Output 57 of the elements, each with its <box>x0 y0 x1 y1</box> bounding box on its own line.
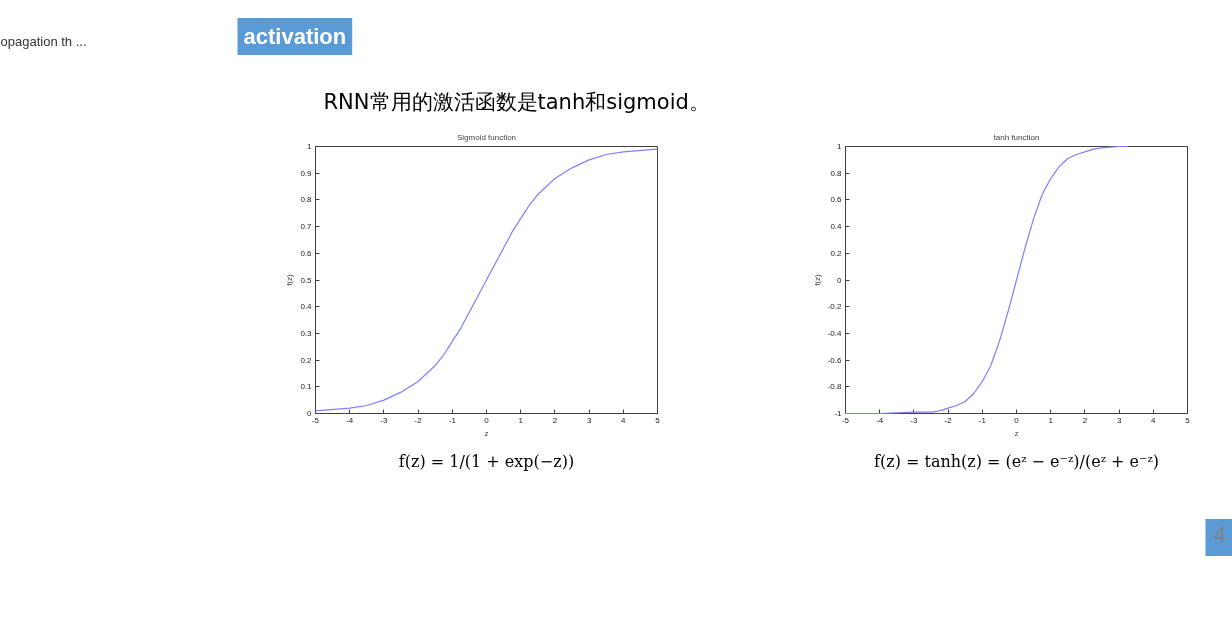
x-tick-label: -5 <box>311 415 320 425</box>
y-tick-label: 0.7 <box>300 222 313 232</box>
y-tick-label: -0.4 <box>827 328 843 338</box>
y-tick-label: 0.4 <box>300 302 313 312</box>
x-tick-label: -1 <box>978 415 987 425</box>
y-tick-label: 0.2 <box>300 355 313 365</box>
text: opagation th ... <box>0 34 87 49</box>
y-tick-label: -0.6 <box>827 355 843 365</box>
y-tick-label: 0.1 <box>300 382 313 392</box>
y-tick-label: 1 <box>307 142 313 151</box>
y-tick-label: 0.8 <box>830 168 843 178</box>
x-tick-label: 3 <box>1116 415 1122 425</box>
text: RNN常用的激活函数是tanh和sigmoid。 <box>323 89 710 114</box>
y-tick-label: 0.9 <box>300 168 313 178</box>
chart-title: tanh function <box>993 132 1040 142</box>
y-tick-label: 1 <box>837 142 843 151</box>
y-tick-label: 0.2 <box>830 248 843 258</box>
y-tick-label: -1 <box>834 409 843 418</box>
y-tick-label: -0.8 <box>827 382 843 392</box>
y-tick-label: 0.4 <box>830 222 843 232</box>
y-axis-title: f(z) <box>812 273 822 286</box>
text: f(z) = tanh(z) = (eᶻ − e⁻ᶻ)/(eᶻ + e⁻ᶻ) <box>874 451 1159 471</box>
x-tick-label: 4 <box>1151 415 1157 425</box>
chart-title: Sigmoid function <box>456 132 517 142</box>
x-tick-label: -4 <box>346 415 354 425</box>
x-tick-label: 2 <box>552 415 558 425</box>
x-tick-label: 0 <box>1014 415 1020 425</box>
y-axis-title: f(z) <box>285 273 295 286</box>
x-tick-label: 4 <box>621 415 627 425</box>
y-tick-label: 0.3 <box>300 328 313 338</box>
x-tick-label: 0 <box>484 415 490 425</box>
x-tick-label: 5 <box>655 415 661 425</box>
y-tick-label: 0.5 <box>300 275 313 285</box>
y-tick-label: 0.6 <box>300 248 313 258</box>
x-tick-label: -2 <box>414 415 423 425</box>
x-tick-label: -3 <box>910 415 919 425</box>
y-tick-label: 0.6 <box>830 195 843 205</box>
x-axis-title: z <box>1014 428 1019 438</box>
y-tick-label: -0.2 <box>827 302 843 312</box>
x-tick-label: 1 <box>1048 415 1054 425</box>
y-tick-label: 0 <box>837 275 843 285</box>
y-tick-label: 0 <box>307 409 313 418</box>
x-tick-label: -3 <box>380 415 389 425</box>
text: f(z) = 1/(1 + exp(−z)) <box>398 451 575 471</box>
text: 4 <box>1213 522 1226 547</box>
x-tick-label: 1 <box>518 415 524 425</box>
y-tick-label: 0.8 <box>300 195 313 205</box>
x-tick-label: -4 <box>876 415 884 425</box>
x-axis-title: z <box>484 428 489 438</box>
x-tick-label: -5 <box>841 415 850 425</box>
text: activation <box>243 24 347 49</box>
x-tick-label: 5 <box>1185 415 1191 425</box>
line-series <box>314 148 659 412</box>
x-tick-label: 3 <box>586 415 592 425</box>
x-tick-label: -2 <box>944 415 953 425</box>
x-tick-label: 2 <box>1082 415 1088 425</box>
x-tick-label: -1 <box>448 415 457 425</box>
